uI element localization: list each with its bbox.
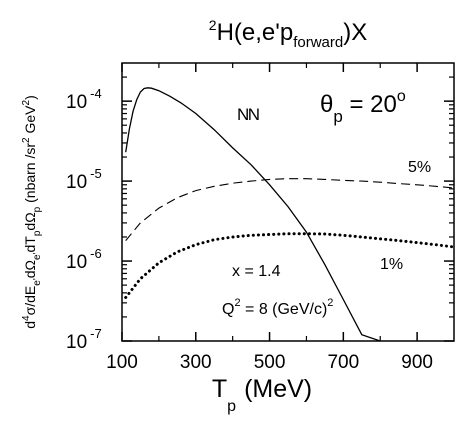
x-tick-label: 900 (401, 352, 433, 373)
x-tick-label: 500 (254, 352, 286, 373)
axis-ticks (121, 63, 454, 342)
series-line-dotted (124, 232, 454, 299)
title-superscript: 2 (209, 17, 217, 33)
series-group (124, 87, 454, 341)
annotation-x-value: x = 1.4 (232, 263, 281, 280)
chart-title: 2H(e,e'pforward)X (209, 17, 367, 51)
x-tick-label: 100 (106, 352, 138, 373)
annotation-1-percent: 1% (380, 256, 403, 273)
annotation-nn: NN (237, 105, 259, 124)
x-label-main: T (212, 375, 227, 403)
y-axis-label: d4σ/dEe'dΩe'dTpdΩp (nbarn /sr2 GeV2) (21, 95, 43, 329)
theta-subscript: p (333, 107, 342, 126)
q2-value: = 8 (GeV/c) (241, 301, 328, 318)
y-tick-labels: 10-4 10-5 10-6 10-7 (66, 86, 102, 353)
annotation-5-percent: 5% (408, 159, 431, 176)
q2-sup-1: 2 (234, 297, 240, 309)
title-main: H(e,e'p (217, 19, 294, 46)
title-end: )X (343, 19, 367, 46)
q2-symbol: Q (222, 301, 234, 318)
y-tick-label: 10 -5 (66, 166, 102, 193)
title-subscript: forward (293, 34, 343, 51)
theta-symbol: θ (320, 91, 333, 118)
x-tick-label: 700 (327, 352, 359, 373)
theta-value: = 20 (343, 91, 397, 118)
series-line-solid (125, 87, 381, 341)
y-tick-label: 10 -6 (66, 246, 102, 273)
x-label-unit: (MeV) (244, 375, 312, 403)
x-tick-label: 300 (180, 352, 212, 373)
y-tick-label: 10 -4 (66, 86, 102, 113)
x-tick-labels: 100 300 500 700 900 (106, 352, 433, 373)
theta-degree: o (397, 88, 406, 105)
x-axis-label: Tp (MeV) (212, 375, 312, 415)
y-tick-label: 10 -7 (66, 326, 102, 353)
x-label-sub: p (227, 398, 236, 415)
annotation-theta: θp = 20o (320, 88, 406, 126)
plot-frame (121, 62, 455, 342)
q2-sup-2: 2 (327, 297, 333, 309)
annotation-q2: Q2 = 8 (GeV/c)2 (222, 297, 333, 318)
